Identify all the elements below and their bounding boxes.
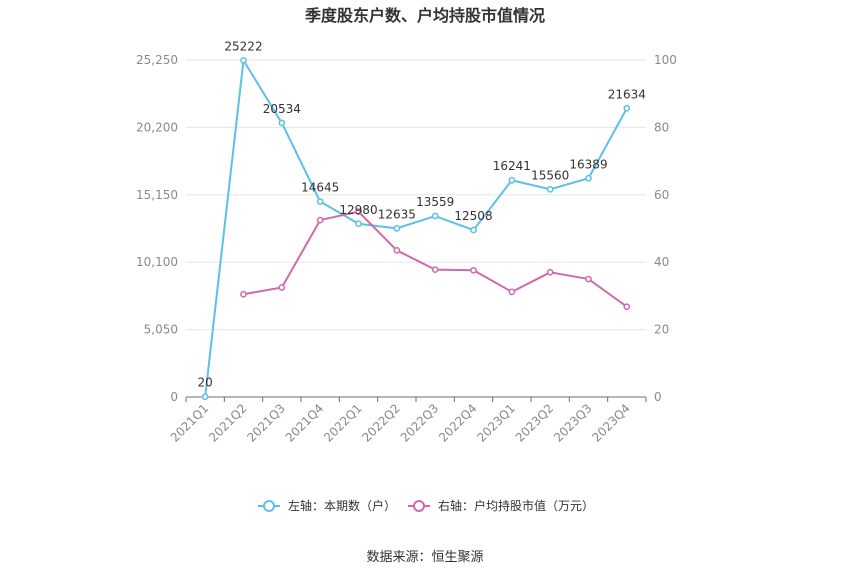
x-tick-label: 2021Q2: [206, 401, 250, 445]
series-point-1: [278, 284, 286, 291]
series-point-1: [470, 266, 477, 274]
x-tick-label: 2021Q3: [244, 401, 288, 445]
series-point-0: [240, 57, 247, 64]
left-tick-label: 0: [170, 390, 178, 404]
x-tick-label: 2023Q3: [551, 401, 595, 445]
data-label: 15560: [531, 168, 569, 182]
right-tick-label: 100: [654, 53, 677, 67]
left-axis: 0 5,050 10,100 15,150 20,200 25,250: [136, 53, 178, 404]
data-label: 13559: [416, 195, 454, 209]
x-tick-label: 2021Q4: [283, 401, 327, 445]
series-point-0: [508, 176, 516, 184]
data-label: 12635: [378, 207, 416, 221]
series-point-1: [431, 266, 439, 273]
left-tick-label: 25,250: [136, 53, 178, 67]
legend-label: 左轴：本期数（户）: [288, 498, 396, 513]
legend-swatch-marker: [413, 500, 425, 512]
series-line-1: [243, 210, 628, 308]
right-axis: 0 20 40 60 80 100: [654, 53, 677, 404]
series-point-0: [470, 226, 477, 234]
x-tick-label: 2023Q2: [513, 401, 557, 445]
data-label: 25222: [224, 39, 262, 53]
series-point-0: [431, 212, 439, 220]
legend: 左轴：本期数（户） 右轴：户均持股市值（万元）: [258, 498, 594, 513]
series-point-0: [316, 198, 324, 205]
legend-item-1: 右轴：户均持股市值（万元）: [408, 498, 594, 513]
x-tick-label: 2022Q2: [359, 401, 403, 445]
right-tick-label: 40: [654, 255, 669, 269]
data-label: 21634: [608, 87, 646, 101]
series-point-0: [546, 185, 554, 193]
x-tick-label: 2023Q4: [589, 401, 633, 445]
left-tick-label: 5,050: [144, 323, 178, 337]
x-tick-label: 2021Q1: [168, 401, 212, 445]
data-label: 16389: [569, 157, 607, 171]
series-point-1: [240, 290, 247, 298]
data-label: 12508: [454, 209, 492, 223]
data-label: 16241: [493, 159, 531, 173]
series-point-1: [623, 303, 631, 311]
series-point-0: [623, 104, 631, 112]
series-point-1: [316, 216, 324, 224]
left-tick-label: 20,200: [136, 120, 178, 134]
series-point-1: [508, 288, 516, 296]
data-label: 20534: [263, 102, 301, 116]
legend-swatch-marker: [263, 500, 275, 512]
left-tick-label: 15,150: [136, 188, 178, 202]
grid-lines: [186, 59, 646, 331]
series-point-0: [393, 225, 401, 232]
legend-label: 右轴：户均持股市值（万元）: [438, 498, 594, 513]
x-tick-label: 2022Q4: [436, 401, 480, 445]
series-point-1: [393, 247, 401, 254]
source-note: 数据来源：恒生聚源: [366, 550, 484, 565]
data-label: 20: [198, 376, 213, 390]
series-point-1: [355, 208, 362, 215]
series-point-1: [585, 275, 592, 283]
x-axis: 2021Q12021Q22021Q32021Q42022Q12022Q22022…: [168, 396, 647, 445]
series-layer: [201, 57, 631, 401]
series-point-0: [355, 220, 362, 228]
chart-title: 季度股东户数、户均持股市值情况: [304, 6, 545, 25]
x-tick-label: 2022Q1: [321, 401, 365, 445]
right-tick-label: 0: [654, 390, 662, 404]
right-tick-label: 60: [654, 188, 669, 202]
x-tick-label: 2023Q1: [474, 401, 518, 445]
left-tick-label: 10,100: [136, 255, 178, 269]
data-label: 12980: [339, 203, 377, 217]
series-point-0: [585, 174, 592, 182]
series-point-0: [278, 119, 286, 127]
series-line-0: [204, 57, 628, 397]
series-point-1: [546, 268, 554, 276]
right-tick-label: 80: [654, 120, 669, 134]
right-tick-label: 20: [654, 323, 669, 337]
data-label: 14645: [301, 181, 339, 195]
series-point-0: [201, 393, 209, 401]
x-tick-label: 2022Q3: [398, 401, 442, 445]
legend-item-0: 左轴：本期数（户）: [258, 498, 396, 513]
